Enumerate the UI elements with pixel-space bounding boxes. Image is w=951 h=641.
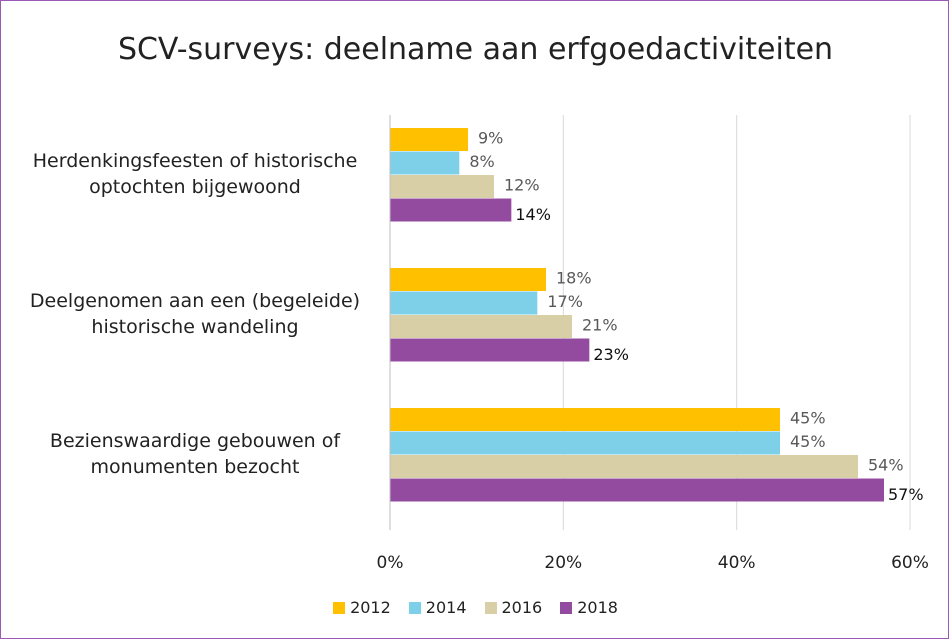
bar-2012 [390, 408, 780, 431]
category-label: Herdenkingsfeesten of historische optocht… [15, 148, 375, 200]
data-label: 45% [790, 409, 826, 428]
chart-legend: 2012 2014 2016 2018 [0, 598, 951, 617]
bar-2014 [390, 291, 538, 315]
data-label: 14% [515, 205, 551, 224]
bar-2018 [390, 338, 590, 362]
data-label: 21% [582, 316, 618, 335]
legend-item: 2012 [333, 598, 391, 617]
legend-item: 2014 [408, 598, 467, 617]
legend-swatch [484, 601, 497, 614]
data-label: 45% [790, 432, 826, 451]
x-tick-label: 20% [544, 553, 582, 573]
legend-item: 2016 [484, 598, 543, 617]
bar-2014 [390, 151, 460, 175]
category-label-line: Herdenkingsfeesten of historische [32, 150, 358, 172]
legend-label: 2014 [425, 598, 467, 617]
category-label: Deelgenomen aan een (begeleide) historisc… [15, 288, 375, 340]
bar-2016 [390, 455, 858, 478]
legend-swatch [333, 601, 346, 614]
data-label: 18% [556, 269, 592, 288]
data-label: 9% [478, 129, 503, 148]
bar-2016 [390, 315, 572, 338]
legend-label: 2012 [350, 598, 391, 617]
data-label: 54% [868, 456, 904, 475]
category-label: Bezienswaardige gebouwen of monumenten be… [15, 428, 375, 480]
data-label: 17% [547, 292, 583, 311]
data-label: 8% [469, 152, 494, 171]
bar-2014 [390, 431, 780, 455]
bar-2018 [390, 478, 884, 502]
data-label: 12% [504, 176, 540, 195]
category-label-line: Bezienswaardige gebouwen of [49, 430, 341, 452]
data-label: 57% [888, 485, 924, 504]
legend-swatch [408, 601, 421, 614]
legend-label: 2016 [501, 598, 543, 617]
chart-title: SCV-surveys: deelname aan erfgoedactivit… [117, 32, 834, 67]
x-tick-label: 60% [891, 553, 929, 573]
category-label-line: optochten bijgewoond [89, 176, 301, 198]
bar-2016 [390, 175, 494, 198]
legend-label: 2018 [577, 598, 618, 617]
bar-2012 [390, 268, 546, 291]
legend-swatch [560, 601, 573, 614]
category-label-line: monumenten bezocht [90, 456, 300, 478]
legend-item: 2018 [560, 598, 618, 617]
data-label: 23% [593, 345, 629, 364]
bar-2018 [390, 198, 512, 222]
category-label-line: Deelgenomen aan een (begeleide) [29, 290, 361, 312]
category-label-line: historische wandeling [91, 316, 299, 338]
x-tick-label: 0% [377, 553, 404, 573]
x-tick-label: 40% [718, 553, 756, 573]
bar-2012 [390, 128, 468, 151]
